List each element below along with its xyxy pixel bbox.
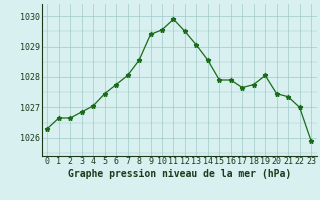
X-axis label: Graphe pression niveau de la mer (hPa): Graphe pression niveau de la mer (hPa) [68,169,291,179]
